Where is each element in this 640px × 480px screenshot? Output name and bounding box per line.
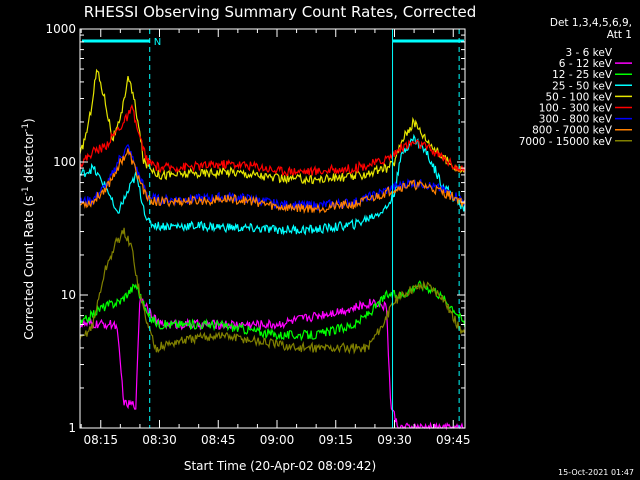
x-tick-label: 09:15 xyxy=(318,433,353,447)
x-tick-label: 09:45 xyxy=(436,433,471,447)
x-tick-label: 09:30 xyxy=(377,433,412,447)
legend-entry-label: 300 - 800 keV xyxy=(539,114,613,126)
legend-entry-label: 50 - 100 keV xyxy=(545,91,612,103)
x-tick-label: 08:30 xyxy=(142,433,177,447)
y-axis-label: Corrected Count Rate (s-1 detector-1) xyxy=(21,118,36,339)
y-tick-label: 1000 xyxy=(45,22,76,36)
legend-entry-label: 6 - 12 keV xyxy=(559,58,613,70)
y-tick-label: 10 xyxy=(61,288,76,302)
legend-header-line1: Det 1,3,4,5,6,9, xyxy=(550,17,632,29)
x-tick-label: 09:00 xyxy=(260,433,295,447)
legend-entry-label: 800 - 7000 keV xyxy=(532,125,613,137)
generation-timestamp: 15-Oct-2021 01:47 xyxy=(558,468,634,477)
series-line-8 xyxy=(79,227,466,355)
series-line-1 xyxy=(79,296,465,431)
series-line-2 xyxy=(79,280,466,342)
legend-header-line2: Att 1 xyxy=(607,29,632,41)
legend-entry-label: 7000 - 15000 keV xyxy=(519,136,613,148)
x-tick-label: 08:45 xyxy=(201,433,236,447)
flag-label: N xyxy=(154,37,161,48)
x-axis-label: Start Time (20-Apr-02 08:09:42) xyxy=(184,459,376,473)
legend-entry-label: 12 - 25 keV xyxy=(552,69,613,81)
series-line-5 xyxy=(79,103,466,177)
y-tick-label: 1 xyxy=(68,421,76,435)
y-tick-label: 100 xyxy=(53,155,76,169)
legend-entry-label: 25 - 50 keV xyxy=(552,80,613,92)
series-line-0 xyxy=(79,287,466,431)
legend-entry-label: 100 - 300 keV xyxy=(539,103,613,115)
x-tick-label: 08:15 xyxy=(83,433,118,447)
chart-title: RHESSI Observing Summary Count Rates, Co… xyxy=(84,3,477,21)
plot-frame xyxy=(79,28,466,429)
series-line-7 xyxy=(79,148,466,215)
series-line-4 xyxy=(79,68,466,186)
legend-entry-label: 3 - 6 keV xyxy=(565,47,612,59)
series-line-3 xyxy=(79,133,466,236)
